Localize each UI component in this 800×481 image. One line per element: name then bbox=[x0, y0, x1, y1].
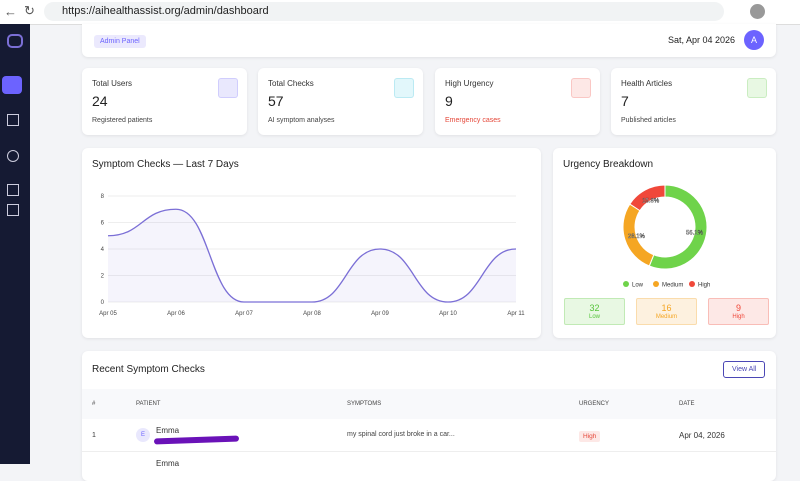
patient-initial: E bbox=[136, 428, 150, 442]
view-all-button[interactable]: View All bbox=[723, 361, 766, 378]
legend-swatch bbox=[623, 281, 629, 287]
stat-icon bbox=[394, 78, 414, 98]
y-tick-label: 0 bbox=[101, 300, 105, 306]
browser-bar: ← ↻ https://aihealthassist.org/admin/das… bbox=[0, 0, 800, 25]
y-tick-label: 4 bbox=[101, 247, 105, 253]
stat-note: Emergency cases bbox=[445, 117, 501, 124]
urgency-count: 16 bbox=[661, 303, 672, 313]
column-header: # bbox=[92, 401, 96, 407]
back-button[interactable]: ← bbox=[4, 4, 17, 19]
profile-icon[interactable] bbox=[750, 4, 765, 19]
redaction bbox=[153, 435, 240, 445]
donut-slice bbox=[629, 184, 666, 212]
stat-note: Published articles bbox=[621, 117, 676, 124]
badge: Admin Panel bbox=[94, 35, 146, 48]
stat-value: 24 bbox=[92, 93, 108, 109]
column-header: SYMPTOMS bbox=[347, 401, 382, 407]
legend-swatch bbox=[689, 281, 695, 287]
stat-icon bbox=[218, 78, 238, 98]
logo[interactable] bbox=[7, 34, 23, 48]
urgency-box: 9 High bbox=[708, 298, 769, 325]
stat-value: 7 bbox=[621, 93, 629, 109]
stat-card: High Urgency 9 Emergency cases bbox=[435, 68, 600, 135]
nav-articles[interactable] bbox=[7, 184, 19, 196]
nav-checks[interactable] bbox=[7, 150, 19, 162]
table-card: Recent Symptom Checks View All # PATIENT S… bbox=[82, 351, 776, 481]
legend-swatch bbox=[653, 281, 659, 287]
urgency-box: 16 Medium bbox=[636, 298, 697, 325]
stat-icon bbox=[571, 78, 591, 98]
y-tick-label: 6 bbox=[101, 221, 105, 227]
urgency-label: High bbox=[732, 314, 745, 320]
stat-value: 9 bbox=[445, 93, 453, 109]
nav-pages[interactable] bbox=[7, 204, 19, 216]
line-card bbox=[82, 148, 541, 338]
symptoms: my spinal cord just broke in a car... bbox=[347, 431, 455, 438]
url: https://aihealthassist.org/admin/dashboa… bbox=[62, 5, 269, 17]
slice-label: 28.1% bbox=[628, 234, 646, 240]
chart-title: Urgency Breakdown bbox=[563, 159, 653, 170]
charts: Symptom Checks — Last 7 Days 0 2 4 6 8 Apr 05 A… bbox=[92, 159, 710, 317]
line-area bbox=[108, 209, 516, 302]
y-tick-label: 8 bbox=[101, 194, 105, 200]
legend-label: Low bbox=[632, 283, 644, 289]
sidebar bbox=[0, 24, 30, 464]
stat-icon bbox=[747, 78, 767, 98]
x-tick-label: Apr 05 bbox=[99, 311, 117, 317]
urgency-label: Low bbox=[588, 314, 600, 320]
stat-card: Total Checks 57 AI symptom analyses bbox=[258, 68, 423, 135]
stat-card: Health Articles 7 Published articles bbox=[611, 68, 776, 135]
patient-name: Emma bbox=[156, 426, 180, 435]
table-title: Recent Symptom Checks bbox=[92, 364, 205, 375]
slice-label: 15.8% bbox=[642, 199, 660, 205]
address-bar[interactable]: https://aihealthassist.org/admin/dashboa… bbox=[44, 2, 724, 21]
row-number: 1 bbox=[92, 432, 96, 439]
table-header bbox=[82, 389, 776, 419]
legend-label: Medium bbox=[662, 283, 683, 289]
stat-title: Total Users bbox=[92, 79, 133, 88]
urgency-label: Medium bbox=[655, 314, 678, 320]
stat-value: 57 bbox=[268, 93, 284, 109]
y-tick-label: 2 bbox=[101, 274, 105, 280]
x-tick-label: Apr 11 bbox=[507, 311, 525, 317]
line bbox=[107, 208, 517, 303]
stat-card: Total Users 24 Registered patients bbox=[82, 68, 247, 135]
stat-title: Health Articles bbox=[621, 79, 673, 88]
header: Admin Panel Sat, Apr 04 2026 A bbox=[82, 24, 776, 57]
x-tick-label: Apr 07 bbox=[235, 311, 253, 317]
column-header: DATE bbox=[679, 401, 695, 407]
stat-title: High Urgency bbox=[445, 79, 494, 88]
column-header: PATIENT bbox=[136, 401, 161, 407]
x-tick-label: Apr 10 bbox=[439, 311, 457, 317]
legend-label: High bbox=[698, 283, 710, 289]
reload-button[interactable]: ↻ bbox=[24, 3, 35, 18]
x-tick-label: Apr 09 bbox=[371, 311, 389, 317]
stat-note: AI symptom analyses bbox=[268, 117, 335, 124]
slice-label: 56.1% bbox=[686, 231, 704, 237]
column-header: URGENCY bbox=[579, 401, 610, 407]
stat-title: Total Checks bbox=[268, 79, 314, 88]
date: Sat, Apr 04 2026 bbox=[668, 35, 736, 45]
x-tick-label: Apr 08 bbox=[303, 311, 321, 317]
urgency-box: 32 Low bbox=[564, 298, 625, 325]
nav-dashboard[interactable] bbox=[2, 76, 22, 94]
urgency-badge: High bbox=[579, 431, 601, 442]
urgency-count: 32 bbox=[589, 303, 600, 313]
urgency-count: 9 bbox=[735, 303, 741, 313]
nav-users[interactable] bbox=[7, 114, 19, 126]
chart-title: Symptom Checks — Last 7 Days bbox=[92, 159, 239, 170]
date: Apr 04, 2026 bbox=[679, 431, 725, 440]
row-divider bbox=[82, 451, 776, 452]
avatar[interactable]: A bbox=[744, 30, 764, 50]
stat-note: Registered patients bbox=[92, 117, 153, 124]
x-tick-label: Apr 06 bbox=[167, 311, 185, 317]
